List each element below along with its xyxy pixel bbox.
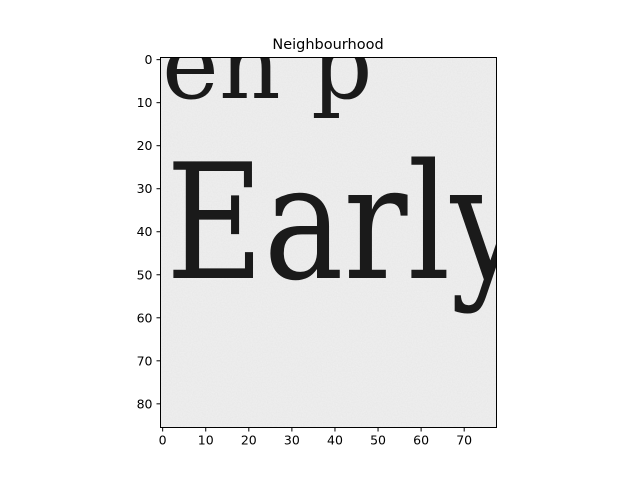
main-text: Early bbox=[166, 129, 526, 316]
x-axis: 0 10 20 30 40 50 60 70 bbox=[159, 427, 472, 448]
x-tick-label: 0 bbox=[159, 433, 167, 448]
y-tick-label: 50 bbox=[137, 267, 153, 282]
y-tick-label: 10 bbox=[137, 95, 153, 110]
y-tick-label: 20 bbox=[137, 138, 153, 153]
x-tick-label: 70 bbox=[456, 433, 472, 448]
x-tick-label: 30 bbox=[284, 433, 300, 448]
image-texture bbox=[160, 57, 497, 428]
y-tick-label: 60 bbox=[137, 310, 153, 325]
y-axis: 0 10 20 30 40 50 60 70 80 bbox=[137, 52, 161, 411]
x-tick-label: 10 bbox=[198, 433, 214, 448]
y-tick-label: 70 bbox=[137, 353, 153, 368]
x-tick-label: 20 bbox=[241, 433, 257, 448]
image-area: en p Early vanc bbox=[160, 9, 526, 480]
y-tick-label: 30 bbox=[137, 181, 153, 196]
y-tick-label: 0 bbox=[145, 52, 153, 67]
x-tick-label: 60 bbox=[413, 433, 429, 448]
x-tick-label: 50 bbox=[370, 433, 386, 448]
top-text: en p bbox=[162, 9, 373, 121]
y-tick-label: 80 bbox=[137, 396, 153, 411]
y-tick-label: 40 bbox=[137, 224, 153, 239]
chart-title: Neighbourhood bbox=[272, 37, 383, 53]
bottom-text: vanc bbox=[201, 371, 522, 480]
x-tick-label: 40 bbox=[327, 433, 343, 448]
axes-frame bbox=[160, 57, 497, 428]
